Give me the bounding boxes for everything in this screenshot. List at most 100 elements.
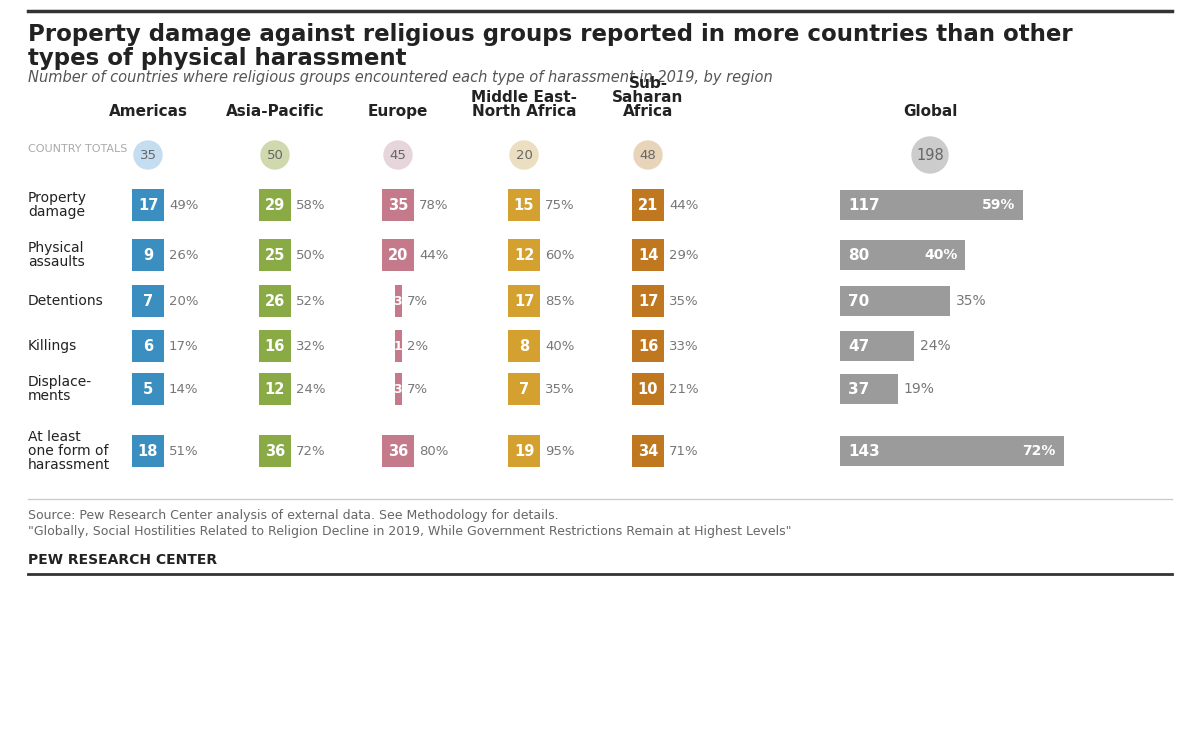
Text: 36: 36 bbox=[265, 443, 286, 459]
Text: COUNTRY TOTALS: COUNTRY TOTALS bbox=[28, 144, 127, 154]
Text: Detentions: Detentions bbox=[28, 294, 103, 308]
Text: 80%: 80% bbox=[419, 445, 449, 458]
Text: 17: 17 bbox=[514, 294, 534, 308]
Text: 7: 7 bbox=[143, 294, 154, 308]
Text: 35%: 35% bbox=[955, 294, 986, 308]
Text: 8: 8 bbox=[518, 338, 529, 354]
Text: 20%: 20% bbox=[169, 295, 198, 308]
Text: 198: 198 bbox=[916, 147, 944, 163]
Text: At least: At least bbox=[28, 430, 80, 444]
FancyBboxPatch shape bbox=[259, 373, 292, 405]
FancyBboxPatch shape bbox=[632, 285, 664, 317]
Text: 35%: 35% bbox=[545, 383, 575, 396]
Text: 17%: 17% bbox=[169, 340, 199, 353]
FancyBboxPatch shape bbox=[508, 239, 540, 271]
FancyBboxPatch shape bbox=[508, 330, 540, 362]
Text: 24%: 24% bbox=[919, 339, 950, 353]
Text: 58%: 58% bbox=[296, 198, 325, 211]
FancyBboxPatch shape bbox=[382, 435, 414, 467]
Text: Middle East-: Middle East- bbox=[470, 90, 577, 105]
Text: Killings: Killings bbox=[28, 339, 77, 353]
FancyBboxPatch shape bbox=[840, 286, 949, 316]
FancyBboxPatch shape bbox=[840, 240, 965, 270]
Text: 7%: 7% bbox=[407, 295, 427, 308]
Text: 78%: 78% bbox=[419, 198, 449, 211]
Text: 26: 26 bbox=[265, 294, 286, 308]
FancyBboxPatch shape bbox=[632, 239, 664, 271]
Text: 32%: 32% bbox=[296, 340, 325, 353]
Text: 95%: 95% bbox=[545, 445, 575, 458]
Circle shape bbox=[912, 137, 948, 173]
Text: 75%: 75% bbox=[545, 198, 575, 211]
Text: 117: 117 bbox=[848, 198, 880, 212]
Text: 24%: 24% bbox=[296, 383, 325, 396]
Text: 72%: 72% bbox=[296, 445, 325, 458]
Text: 19%: 19% bbox=[904, 382, 935, 396]
FancyBboxPatch shape bbox=[395, 330, 402, 362]
Text: 1: 1 bbox=[394, 340, 402, 353]
Text: 14%: 14% bbox=[169, 383, 198, 396]
Text: 35%: 35% bbox=[670, 295, 698, 308]
Text: 40%: 40% bbox=[545, 340, 575, 353]
Text: 48: 48 bbox=[640, 149, 656, 162]
Text: Number of countries where religious groups encountered each type of harassment i: Number of countries where religious grou… bbox=[28, 70, 773, 85]
Text: 16: 16 bbox=[638, 338, 658, 354]
Text: 6: 6 bbox=[143, 338, 154, 354]
Text: 26%: 26% bbox=[169, 249, 198, 262]
FancyBboxPatch shape bbox=[259, 285, 292, 317]
Text: Americas: Americas bbox=[108, 104, 187, 119]
Text: 17: 17 bbox=[638, 294, 658, 308]
Text: Africa: Africa bbox=[623, 104, 673, 119]
FancyBboxPatch shape bbox=[840, 436, 1064, 466]
Text: 35: 35 bbox=[139, 149, 156, 162]
Text: 143: 143 bbox=[848, 443, 880, 459]
Text: 40%: 40% bbox=[924, 248, 958, 262]
Text: "Globally, Social Hostilities Related to Religion Decline in 2019, While Governm: "Globally, Social Hostilities Related to… bbox=[28, 525, 792, 538]
Text: 10: 10 bbox=[637, 381, 659, 397]
Text: 12: 12 bbox=[265, 381, 286, 397]
Text: 18: 18 bbox=[138, 443, 158, 459]
Text: 15: 15 bbox=[514, 198, 534, 212]
FancyBboxPatch shape bbox=[132, 285, 164, 317]
Text: PEW RESEARCH CENTER: PEW RESEARCH CENTER bbox=[28, 553, 217, 567]
FancyBboxPatch shape bbox=[259, 239, 292, 271]
Text: assaults: assaults bbox=[28, 255, 85, 269]
Text: 3: 3 bbox=[394, 295, 402, 308]
Text: 70: 70 bbox=[848, 294, 869, 308]
Text: 19: 19 bbox=[514, 443, 534, 459]
Text: 12: 12 bbox=[514, 248, 534, 262]
FancyBboxPatch shape bbox=[508, 189, 540, 221]
FancyBboxPatch shape bbox=[508, 435, 540, 467]
FancyBboxPatch shape bbox=[382, 189, 414, 221]
Text: 29: 29 bbox=[265, 198, 286, 212]
FancyBboxPatch shape bbox=[382, 239, 414, 271]
Text: 51%: 51% bbox=[169, 445, 199, 458]
Text: Property damage against religious groups reported in more countries than other: Property damage against religious groups… bbox=[28, 23, 1073, 46]
FancyBboxPatch shape bbox=[508, 285, 540, 317]
Circle shape bbox=[510, 141, 538, 169]
Text: 85%: 85% bbox=[545, 295, 575, 308]
FancyBboxPatch shape bbox=[508, 373, 540, 405]
Text: 17: 17 bbox=[138, 198, 158, 212]
Text: Sub-: Sub- bbox=[629, 76, 667, 91]
Text: 44%: 44% bbox=[670, 198, 698, 211]
Text: Europe: Europe bbox=[368, 104, 428, 119]
Text: 7%: 7% bbox=[407, 383, 427, 396]
Text: Physical: Physical bbox=[28, 241, 84, 255]
Text: Asia-Pacific: Asia-Pacific bbox=[226, 104, 324, 119]
Circle shape bbox=[262, 141, 289, 169]
Text: 34: 34 bbox=[638, 443, 658, 459]
Text: Global: Global bbox=[902, 104, 958, 119]
Text: 20: 20 bbox=[388, 248, 408, 262]
Text: 72%: 72% bbox=[1022, 444, 1056, 458]
FancyBboxPatch shape bbox=[632, 330, 664, 362]
FancyBboxPatch shape bbox=[132, 373, 164, 405]
Text: 44%: 44% bbox=[419, 249, 449, 262]
Text: 5: 5 bbox=[143, 381, 154, 397]
FancyBboxPatch shape bbox=[259, 189, 292, 221]
Text: 21: 21 bbox=[638, 198, 658, 212]
Text: 16: 16 bbox=[265, 338, 286, 354]
FancyBboxPatch shape bbox=[132, 189, 164, 221]
Text: types of physical harassment: types of physical harassment bbox=[28, 47, 407, 70]
Text: Source: Pew Research Center analysis of external data. See Methodology for detai: Source: Pew Research Center analysis of … bbox=[28, 509, 559, 522]
